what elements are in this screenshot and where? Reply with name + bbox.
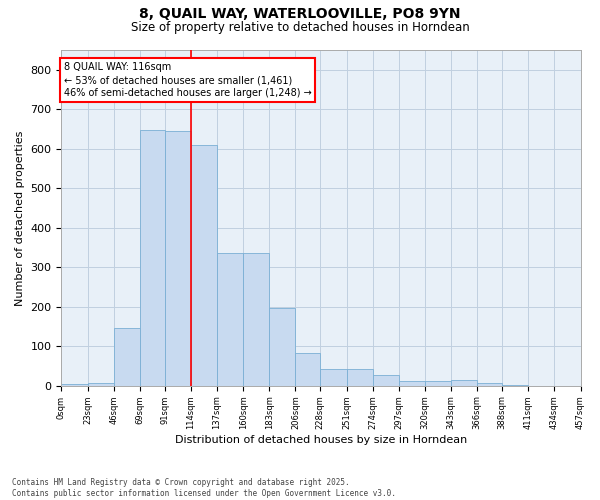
Bar — [399, 381, 425, 386]
Bar — [191, 145, 217, 386]
Bar — [295, 352, 320, 386]
Bar — [243, 254, 269, 386]
Bar — [113, 328, 140, 386]
Bar — [88, 382, 113, 386]
Bar — [502, 384, 528, 386]
Y-axis label: Number of detached properties: Number of detached properties — [15, 130, 25, 306]
Text: 8, QUAIL WAY, WATERLOOVILLE, PO8 9YN: 8, QUAIL WAY, WATERLOOVILLE, PO8 9YN — [139, 8, 461, 22]
Bar — [477, 382, 502, 386]
Text: Contains HM Land Registry data © Crown copyright and database right 2025.
Contai: Contains HM Land Registry data © Crown c… — [12, 478, 396, 498]
Text: Size of property relative to detached houses in Horndean: Size of property relative to detached ho… — [131, 21, 469, 34]
Bar — [451, 380, 477, 386]
X-axis label: Distribution of detached houses by size in Horndean: Distribution of detached houses by size … — [175, 435, 467, 445]
Bar — [217, 254, 243, 386]
Bar — [373, 376, 399, 386]
Text: 8 QUAIL WAY: 116sqm
← 53% of detached houses are smaller (1,461)
46% of semi-det: 8 QUAIL WAY: 116sqm ← 53% of detached ho… — [64, 62, 311, 98]
Bar — [581, 384, 600, 386]
Bar — [140, 130, 165, 386]
Bar — [320, 368, 347, 386]
Bar — [347, 368, 373, 386]
Bar — [269, 308, 295, 386]
Bar — [425, 381, 451, 386]
Bar — [165, 131, 191, 386]
Bar — [61, 384, 88, 386]
